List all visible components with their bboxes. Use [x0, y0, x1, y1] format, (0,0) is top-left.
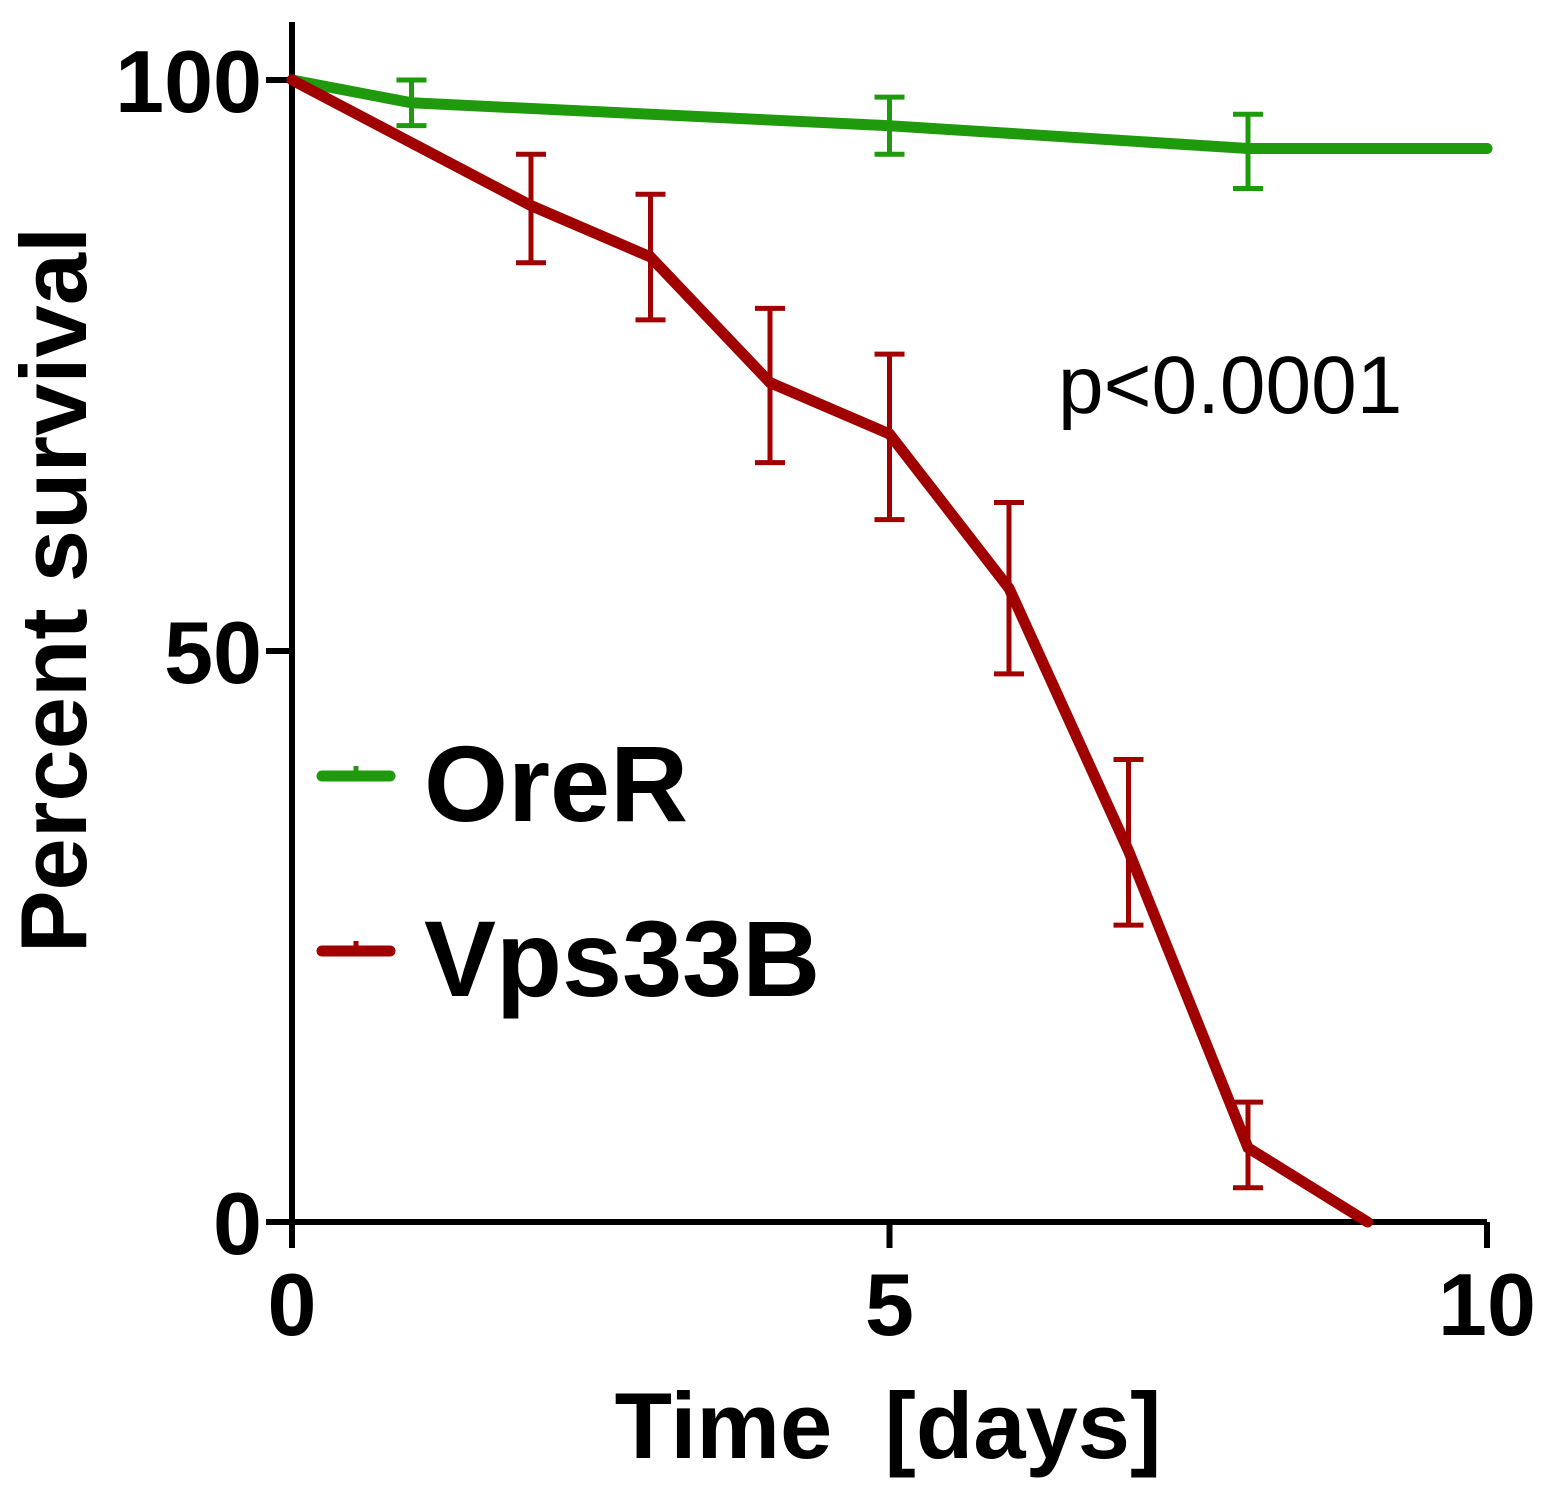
legend-item-OreR: OreR: [316, 723, 688, 844]
y-tick-label-100: 100: [115, 32, 262, 131]
series-line-Vps33B: [286, 74, 1373, 1228]
error-bar-Vps33B-7: [1113, 756, 1144, 928]
legend-label-Vps33B: Vps33B: [424, 898, 820, 1019]
legend-label-OreR: OreR: [424, 723, 688, 844]
x-tick-label-10: 10: [1438, 1255, 1536, 1354]
error-bar-Vps33B-2: [516, 151, 546, 266]
error-bar-OreR-8: [1233, 111, 1263, 191]
y-axis-title: Percent survival: [1, 227, 106, 953]
p-value-annotation: p<0.0001: [1058, 340, 1402, 431]
series-OreR: [286, 74, 1493, 191]
x-tick-label-0: 0: [268, 1255, 317, 1354]
error-bar-Vps33B-5: [874, 351, 905, 523]
legend-item-Vps33B: Vps33B: [316, 898, 820, 1019]
axes: 0 50 100 0 5 10: [115, 22, 1536, 1354]
series-layer: [286, 74, 1493, 1228]
error-bar-Vps33B-4: [755, 305, 785, 466]
error-bar-Vps33B-8: [1233, 1099, 1263, 1191]
x-axis-title: Time [days]: [615, 1373, 1162, 1478]
series-Vps33B: [286, 74, 1373, 1228]
y-tick-label-50: 50: [164, 603, 262, 702]
legend: OreR Vps33B: [316, 723, 820, 1019]
x-tick-label-5: 5: [865, 1255, 914, 1354]
y-tick-label-0: 0: [213, 1174, 262, 1273]
